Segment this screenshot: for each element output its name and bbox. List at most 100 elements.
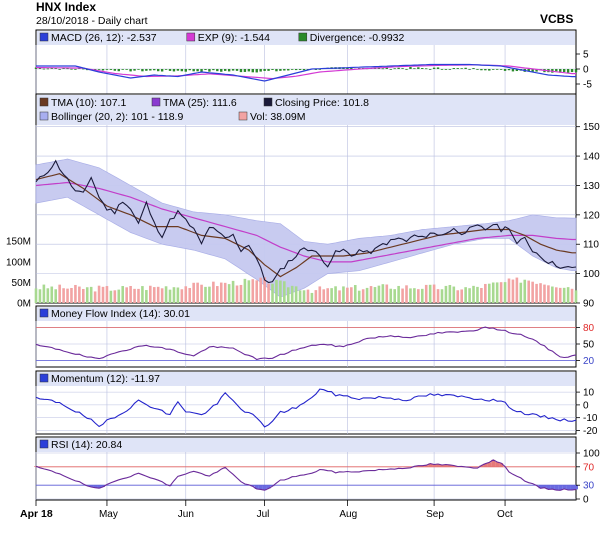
divergence-bar [531, 69, 534, 72]
volume-bar [121, 286, 125, 303]
y-tick-label: 120 [583, 210, 600, 221]
divergence-bar [570, 69, 574, 73]
overbought-fill [436, 464, 441, 467]
oversold-fill [266, 485, 271, 489]
divergence-bar [499, 69, 503, 70]
x-tick-label: Sep [426, 509, 444, 520]
divergence-bar [113, 69, 117, 71]
volume-bar [353, 285, 357, 303]
volume-bar [172, 287, 176, 303]
mfi-panel: Money Flow Index (14): 30.01 80 50 20 [35, 305, 595, 368]
divergence-bar [428, 69, 432, 70]
volume-bar [499, 282, 503, 303]
volume-bar [255, 280, 259, 303]
y-tick-label: 100 [583, 269, 600, 280]
legend-swatch [186, 32, 196, 42]
divergence-bar [141, 69, 144, 72]
divergence-bar [231, 69, 235, 71]
volume-bar [216, 286, 219, 303]
chart-title: HNX Index [36, 0, 96, 14]
volume-bar [164, 286, 168, 303]
rsi-line [35, 459, 577, 491]
volume-bar [156, 286, 160, 303]
divergence-bar [389, 69, 392, 70]
divergence-bar [235, 69, 239, 71]
volume-bar [377, 285, 381, 303]
y-tick-label: -10 [583, 413, 598, 424]
volume-bar [227, 284, 231, 303]
volume-bar [464, 287, 467, 303]
oversold-fill [542, 485, 547, 488]
divergence-bar [180, 69, 184, 72]
divergence-bar [440, 68, 444, 70]
divergence-bar [184, 69, 187, 72]
volume-bar [212, 281, 215, 303]
volume-bar [338, 290, 341, 303]
oversold-fill [562, 485, 567, 489]
volume-bar [302, 290, 306, 303]
divergence-bar [425, 68, 428, 70]
x-tick-label: Jul [257, 509, 270, 520]
volume-bar [243, 278, 247, 303]
x-tick-label: May [99, 509, 118, 520]
divergence-bar [196, 69, 199, 72]
volume-bar [50, 286, 54, 303]
volume-bar [152, 287, 156, 303]
volume-bar [267, 283, 270, 303]
volume-bar [346, 287, 349, 303]
volume-bar [204, 286, 207, 303]
divergence-bar [66, 68, 69, 70]
divergence-bar [413, 68, 416, 70]
divergence-bar [239, 69, 243, 73]
volume-bar [81, 288, 85, 303]
volume-bar [405, 285, 408, 303]
volume-bar [101, 286, 105, 303]
divergence-bar [192, 69, 195, 72]
legend-swatch [263, 97, 273, 107]
momentum-panel: Momentum (12): -11.97 100 -10 -20 [35, 370, 598, 437]
macd-panel: MACD (26, 12): -2.537 EXP (9): -1.544 Dive… [34, 29, 592, 95]
volume-bar [318, 286, 322, 303]
y-tick-label: 140 [583, 152, 600, 163]
x-axis: Apr 18 May Jun Jul Aug Sep Oct [20, 499, 576, 520]
x-tick-label: Jun [178, 509, 194, 520]
volume-bar [235, 285, 239, 303]
momentum-line [35, 388, 577, 428]
overbought-fill [487, 462, 492, 467]
volume-bar [290, 285, 294, 303]
divergence-bar [448, 69, 452, 70]
volume-bar [547, 285, 550, 303]
divergence-bar [562, 69, 566, 73]
legend-swatch [39, 111, 49, 121]
volume-bar [519, 282, 523, 303]
divergence-bar [263, 69, 266, 71]
volume-bar [66, 288, 69, 303]
divergence-bar [34, 67, 38, 69]
divergence-bar [153, 69, 156, 71]
legend-text: TMA (25): 111.6 [163, 97, 237, 109]
volume-bar [70, 287, 73, 303]
volume-bar [117, 289, 121, 303]
volume-bar [373, 287, 377, 303]
volume-bar [279, 280, 282, 303]
volume-bar [259, 277, 262, 303]
volume-bar [62, 288, 65, 303]
overbought-fill [432, 464, 437, 467]
volume-bar [440, 289, 444, 303]
divergence-bar [176, 69, 180, 71]
legend-swatch [39, 373, 49, 383]
legend-swatch [39, 97, 49, 107]
divergence-bar [409, 66, 412, 69]
oversold-fill [262, 485, 267, 491]
divergence-bar [133, 69, 136, 71]
rsi-panel: RSI (14): 20.84 100 70 30 0 [34, 436, 600, 506]
divergence-bar [156, 69, 160, 72]
oversold-fill [574, 485, 578, 490]
volume-bar [389, 288, 393, 303]
volume-bar [350, 287, 353, 303]
legend-text: Divergence: -0.9932 [310, 32, 405, 44]
close-line [35, 159, 577, 284]
divergence-bar [168, 69, 172, 71]
oversold-fill [550, 485, 555, 490]
